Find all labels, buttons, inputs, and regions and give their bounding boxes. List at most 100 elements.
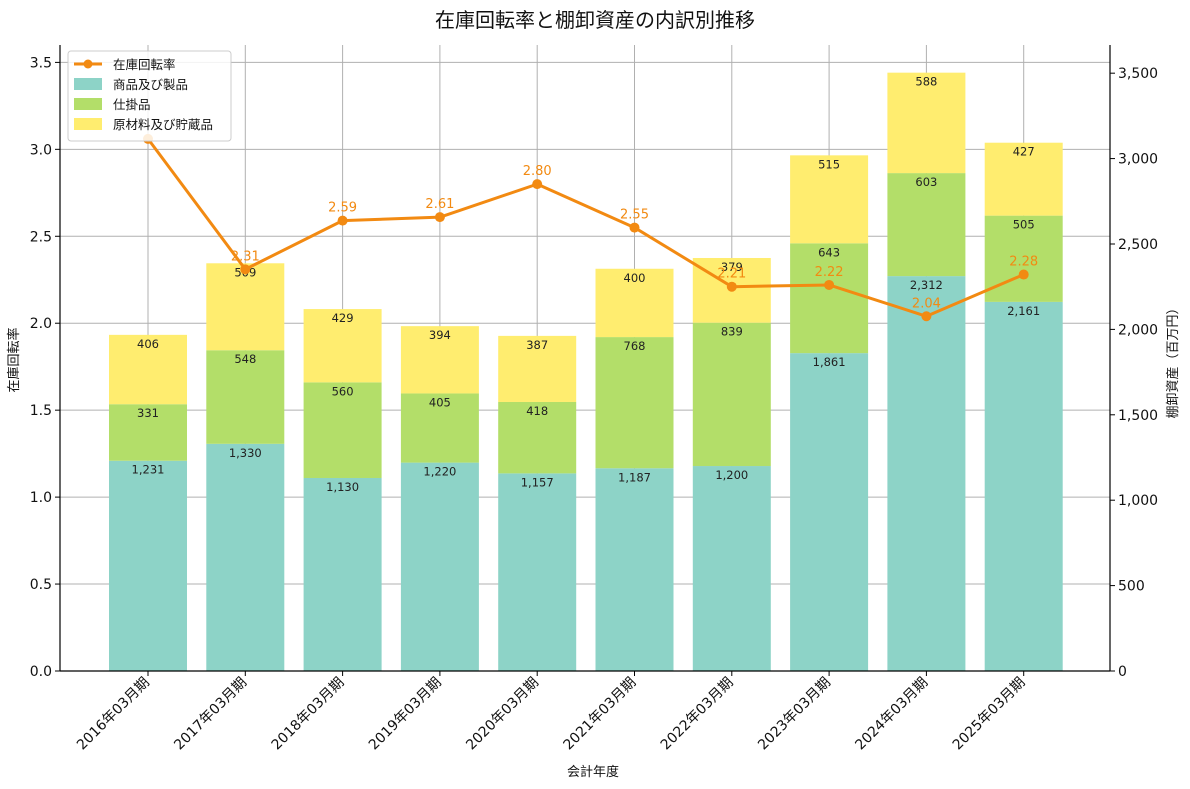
bar-value-label: 1,861 (813, 355, 846, 369)
bar-segment (303, 382, 382, 478)
bar-value-label: 405 (429, 395, 451, 409)
turnover-value-label: 2.22 (815, 265, 844, 280)
bar-value-label: 2,312 (910, 278, 943, 292)
x-tick-label: 2017年03月期 (171, 675, 250, 754)
bar-segment (109, 334, 187, 405)
y-tick-label-right: 1,000 (1118, 493, 1158, 509)
line-layer: 2.31 2.59 2.61 2.80 2.55 2.21 2.22 2.04 2.28 (143, 133, 1038, 322)
bar-segment (887, 276, 966, 671)
x-tick-label: 2021年03月期 (561, 675, 640, 754)
turnover-value-label: 2.55 (620, 208, 649, 223)
turnover-point (240, 264, 251, 275)
turnover-point (532, 179, 543, 190)
bar-segment (595, 468, 674, 671)
bar-value-label: 515 (818, 157, 840, 171)
bar-value-label: 379 (721, 260, 743, 274)
bar-segment (498, 401, 577, 474)
turnover-point (337, 215, 348, 226)
bar-segment (400, 462, 479, 671)
bar-segment (790, 155, 869, 244)
bar-segment (692, 466, 771, 671)
bar-value-label: 1,187 (618, 470, 651, 484)
bar-value-label: 394 (429, 328, 451, 342)
x-tick-label: 2018年03月期 (269, 675, 348, 754)
legend-marker (83, 59, 93, 69)
legend-label: 原材料及び貯蔵品 (113, 117, 213, 132)
bar-segment (790, 243, 869, 354)
bar-segment (595, 337, 674, 469)
bar-value-label: 768 (624, 339, 646, 353)
y-axis-label-left: 在庫回転率 (6, 327, 22, 392)
bar-value-label: 331 (137, 406, 159, 420)
y-tick-label-left: 1.5 (30, 403, 52, 419)
x-tick-label: 2016年03月期 (74, 675, 153, 754)
turnover-line (146, 138, 1025, 318)
x-tick-label: 2019年03月期 (366, 675, 445, 754)
y-tick-label-right: 1,500 (1118, 408, 1158, 424)
legend-label: 仕掛品 (113, 97, 151, 112)
x-axis-label: 会計年度 (567, 764, 619, 780)
bar-value-label: 1,220 (423, 465, 456, 479)
x-tick-label: 2025年03月期 (950, 675, 1029, 754)
y-tick-label-left: 0.0 (30, 664, 52, 680)
bar-value-label: 643 (818, 245, 840, 259)
bar-label-layer: 1,2313314061,3305485091,1305604291,22040… (132, 75, 1041, 494)
legend-box (67, 50, 232, 142)
legend-color-swatch (74, 78, 102, 90)
bar-segment (206, 443, 285, 671)
y-tick-label-right: 2,000 (1118, 322, 1158, 338)
x-tick-label: 2024年03月期 (852, 675, 931, 754)
turnover-value-label: 2.21 (717, 267, 746, 282)
y-axis-label-right: 棚卸資産（百万円） (1165, 301, 1181, 418)
bar-segment (887, 72, 966, 174)
bar-segment (984, 142, 1063, 216)
bar-segment (498, 335, 577, 402)
bar-segment (498, 473, 577, 671)
y-tick-label-left: 1.0 (30, 490, 52, 506)
y-tick-label-left: 3.0 (30, 142, 52, 158)
chart-title: 在庫回転率と棚卸資産の内訳別推移 (435, 8, 755, 32)
legend-color-swatch (74, 118, 102, 130)
turnover-value-label: 2.28 (1009, 255, 1038, 270)
turnover-point (629, 222, 640, 233)
bar-value-label: 418 (526, 404, 548, 418)
bar-value-label: 548 (234, 352, 256, 366)
bar-value-label: 1,330 (229, 446, 262, 460)
bar-segment (303, 309, 382, 383)
y-tick-label-left: 2.0 (30, 316, 52, 332)
y-tick-label-right: 3,500 (1118, 66, 1158, 82)
bar-value-label: 2,161 (1007, 304, 1040, 318)
bar-segment (984, 215, 1063, 302)
bar-value-label: 387 (526, 338, 548, 352)
x-tick-label: 2020年03月期 (463, 675, 542, 754)
legend-label: 在庫回転率 (113, 57, 176, 72)
y-tick-label-left: 3.5 (30, 55, 52, 71)
bar-segment (400, 326, 479, 394)
y-tick-label-left: 0.5 (30, 577, 52, 593)
y-tick-label-right: 2,500 (1118, 237, 1158, 253)
x-tick-label: 2022年03月期 (658, 675, 737, 754)
turnover-point (824, 279, 835, 290)
turnover-value-label: 2.80 (523, 164, 552, 179)
y-tick-label-right: 3,000 (1118, 152, 1158, 168)
legend-label: 商品及び製品 (113, 77, 188, 92)
bar-segment (790, 353, 869, 671)
bar-value-label: 406 (137, 337, 159, 351)
bar-segment (400, 393, 479, 463)
y-tick-label-left: 2.5 (30, 229, 52, 245)
y-tick-label-right: 500 (1118, 579, 1145, 595)
bar-segment (984, 301, 1063, 671)
turnover-value-label: 2.04 (912, 296, 941, 311)
turnover-point (1018, 269, 1029, 280)
x-tick-label: 2023年03月期 (755, 675, 834, 754)
bar-value-label: 560 (332, 384, 354, 398)
turnover-point (921, 311, 932, 322)
bar-segment (887, 173, 966, 277)
bar-value-label: 505 (1013, 218, 1035, 232)
bar-value-label: 1,231 (132, 463, 165, 477)
bar-segment (206, 350, 285, 444)
bar-segment (595, 268, 674, 338)
bar-segment (303, 477, 382, 671)
